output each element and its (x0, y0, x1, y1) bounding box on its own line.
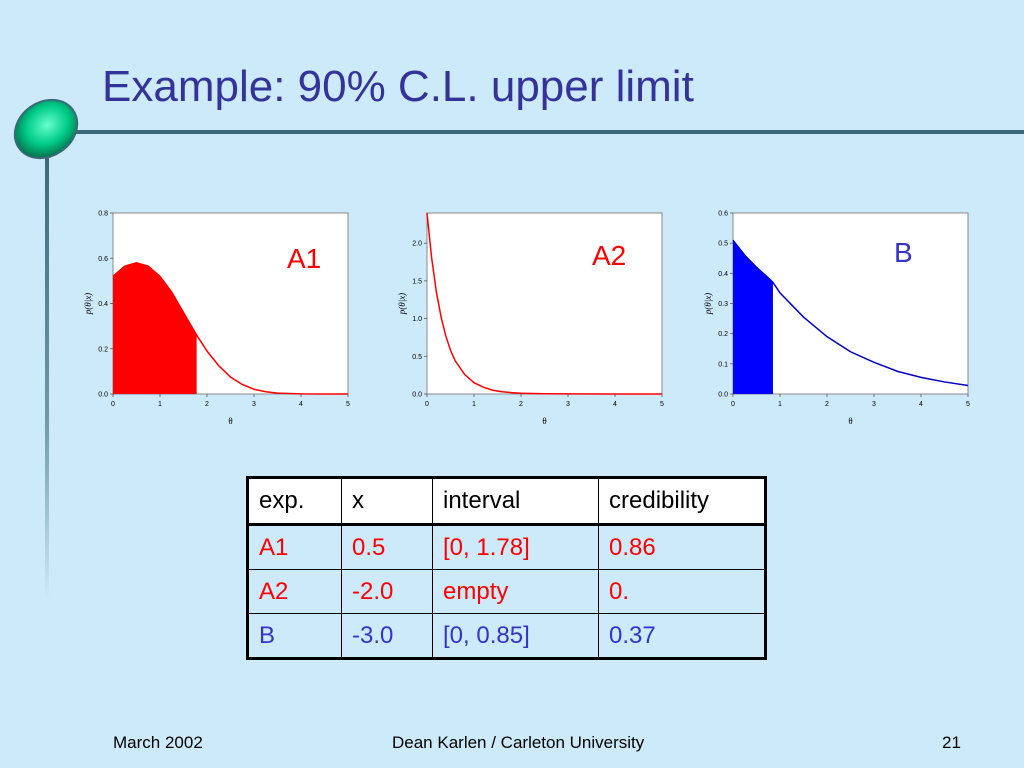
chart-3-y-tick-label: 0.3 (718, 301, 728, 308)
chart-1-x-axis-label: θ (228, 416, 232, 426)
chart-2-y-tick-label: 0.5 (412, 354, 422, 361)
chart-3-y-tick-label: 0.5 (718, 241, 728, 248)
chart-2-y-tick-label: 1.5 (412, 278, 422, 285)
chart-3-x-tick-label: 4 (919, 401, 923, 408)
chart-3-credible-region (733, 240, 773, 394)
chart-1-posterior-curve (112, 261, 349, 395)
cell-interval: [0, 0.85] (432, 613, 599, 659)
chart-1-x-tick-label: 2 (205, 401, 209, 408)
chart-1-y-tick-label: 0.0 (98, 392, 108, 399)
chart-3-y-axis-label: p(θ|x) (703, 293, 713, 315)
footer-author: Dean Karlen / Carleton University (392, 733, 645, 752)
footer-page-number: 21 (942, 733, 961, 752)
chart-1-x-tick-label: 1 (158, 401, 162, 408)
chart-1-y-tick-label: 0.2 (98, 346, 108, 353)
chart-2-x-tick-label: 5 (660, 401, 664, 408)
header-credibility: credibility (598, 477, 766, 526)
chart-1-y-tick-label: 0.4 (98, 301, 108, 308)
chart-2-posterior-curve (426, 212, 662, 395)
chart-2-plot-area (426, 212, 663, 395)
chart-1-x-tick-label: 3 (252, 401, 256, 408)
cell-exp: B (247, 613, 342, 659)
chart-1-credible-region (113, 262, 197, 394)
cell-credibility: 0.86 (598, 524, 766, 570)
header-interval: interval (432, 477, 599, 526)
cell-interval: [0, 1.78] (432, 524, 599, 570)
table-row: A2 -2.0 empty 0. (247, 569, 766, 614)
chart-1-series-label: A1 (287, 243, 321, 274)
chart-2-y-tick-label: 2.0 (412, 241, 422, 248)
cell-x: -3.0 (341, 613, 433, 659)
chart-2-x-tick-label: 4 (613, 401, 617, 408)
table-row: B -3.0 [0, 0.85] 0.37 (247, 613, 766, 659)
chart-3-x-tick-label: 0 (731, 401, 735, 408)
chart-1-y-axis-label: p(θ|x) (83, 293, 93, 315)
chart-2-y-tick-label: 1.0 (412, 316, 422, 323)
cell-credibility: 0. (598, 569, 766, 614)
chart-3-y-tick-label: 0.4 (718, 271, 728, 278)
chart-1-x-tick-label: 0 (111, 401, 115, 408)
chart-3-x-tick-label: 3 (872, 401, 876, 408)
chart-3-x-tick-label: 1 (778, 401, 782, 408)
chart-3-y-tick-label: 0.6 (718, 211, 728, 218)
title-rule (48, 130, 1024, 134)
chart-3-y-tick-label: 0.1 (718, 361, 728, 368)
chart-1-y-tick-label: 0.6 (98, 256, 108, 263)
table-row: A1 0.5 [0, 1.78] 0.86 (247, 524, 766, 570)
chart-2-x-tick-label: 2 (519, 401, 523, 408)
cell-interval: empty (432, 569, 599, 614)
chart-2-x-tick-label: 0 (425, 401, 429, 408)
cell-exp: A2 (247, 569, 342, 614)
header-x: x (341, 477, 433, 526)
chart-2-x-axis-label: θ (542, 416, 546, 426)
chart-3-x-axis-label: θ (848, 416, 852, 426)
header-exp: exp. (247, 477, 342, 526)
chart-3-x-tick-label: 5 (966, 401, 970, 408)
chart-2-series-label: A2 (592, 240, 626, 271)
chart-3-y-tick-label: 0.0 (718, 392, 728, 399)
chart-3-posterior-curve (732, 239, 969, 387)
chart-2-x-tick-label: 3 (566, 401, 570, 408)
chart-2-x-tick-label: 1 (472, 401, 476, 408)
chart-3-y-tick-label: 0.2 (718, 331, 728, 338)
cell-x: 0.5 (341, 524, 433, 570)
chart-1-x-tick-label: 5 (346, 401, 350, 408)
table-header-row: exp. x interval credibility (247, 477, 766, 526)
chart-3-series-label: B (894, 237, 913, 268)
side-rule (45, 150, 49, 600)
cell-x: -2.0 (341, 569, 433, 614)
oval-decoration-icon (13, 98, 79, 160)
slide-title: Example: 90% C.L. upper limit (102, 62, 694, 111)
chart-2-y-axis-label: p(θ|x) (397, 293, 407, 315)
cell-exp: A1 (247, 524, 342, 570)
chart-1-y-tick-label: 0.8 (98, 211, 108, 218)
chart-2-y-tick-label: 0.0 (412, 392, 422, 399)
footer-date: March 2002 (113, 733, 203, 752)
results-table: exp. x interval credibility A1 0.5 [0, 1… (246, 476, 767, 660)
chart-3-x-tick-label: 2 (825, 401, 829, 408)
chart-1-x-tick-label: 4 (299, 401, 303, 408)
cell-credibility: 0.37 (598, 613, 766, 659)
